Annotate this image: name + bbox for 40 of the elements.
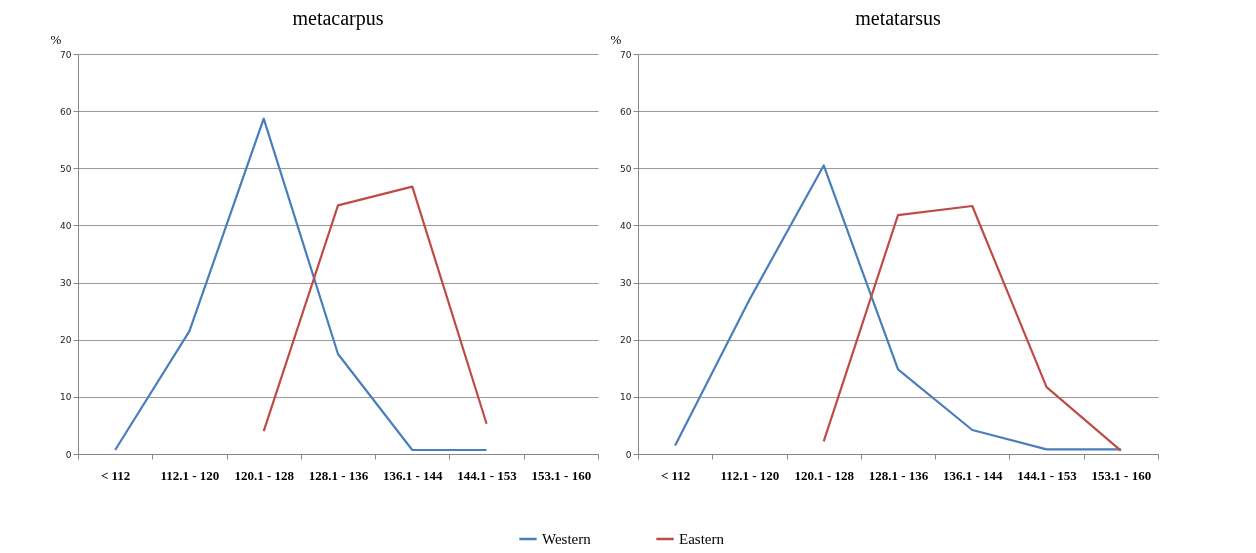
y-tick-label: 40 (620, 220, 632, 231)
line-series (114, 117, 488, 452)
y-tick-label: 10 (620, 392, 632, 403)
legend-label: Eastern (679, 531, 725, 547)
x-tick-label: 128.1 - 136 (868, 467, 929, 483)
line-series (674, 164, 1122, 451)
y-axis-title: % (610, 31, 622, 47)
x-tick-label: 112.1 - 120 (160, 467, 220, 483)
x-tick-label: 120.1 - 128 (234, 467, 295, 483)
y-tick-label: 50 (60, 163, 72, 174)
y-tick-label: 60 (60, 106, 72, 117)
x-tick-label: 153.1 - 160 (531, 467, 592, 483)
y-tick-label: 70 (620, 49, 632, 60)
legend-label: Western (542, 531, 592, 547)
line-series (822, 204, 1122, 452)
x-tick-label: < 112 (100, 467, 131, 483)
x-tick-label: 128.1 - 136 (308, 467, 369, 483)
x-tick-label: 136.1 - 144 (942, 467, 1004, 483)
x-tick-label: < 112 (660, 467, 691, 483)
y-tick-label: 30 (620, 278, 632, 289)
chart-title: metacarpus (292, 7, 384, 30)
line-series (262, 185, 488, 433)
x-tick-label: 120.1 - 128 (794, 467, 855, 483)
x-tick-label: 144.1 - 153 (457, 467, 518, 483)
x-tick-label: 144.1 - 153 (1017, 467, 1078, 483)
y-tick-label: 20 (620, 335, 632, 346)
y-tick-label: 0 (65, 449, 72, 460)
y-tick-label: 70 (60, 49, 72, 60)
y-tick-label: 0 (625, 449, 632, 460)
y-tick-label: 60 (620, 106, 632, 117)
y-axis-title: % (50, 31, 62, 47)
y-tick-label: 40 (60, 220, 72, 231)
y-tick-label: 20 (60, 335, 72, 346)
x-tick-label: 112.1 - 120 (720, 467, 780, 483)
chart-title: metatarsus (855, 7, 941, 29)
x-tick-label: 153.1 - 160 (1091, 467, 1152, 483)
y-tick-label: 30 (60, 278, 72, 289)
y-tick-label: 10 (60, 392, 72, 403)
y-tick-label: 50 (620, 163, 632, 174)
x-tick-label: 136.1 - 144 (382, 467, 444, 483)
